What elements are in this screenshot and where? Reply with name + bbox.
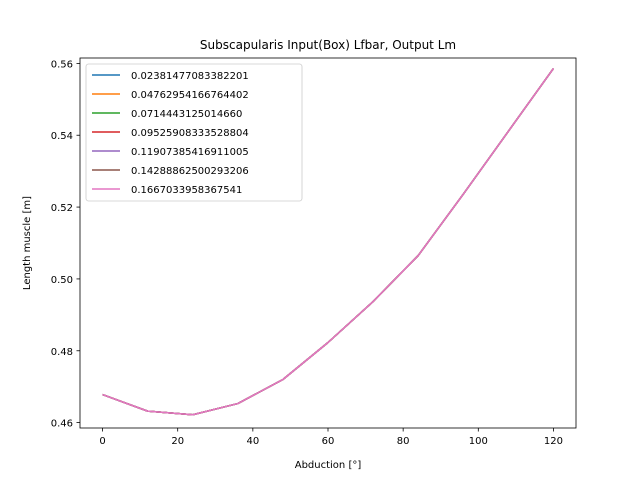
legend-label: 0.1667033958367541	[131, 185, 242, 196]
legend-label: 0.04762954166764402	[131, 90, 249, 101]
legend-label: 0.14288862500293206	[131, 166, 249, 177]
chart-title: Subscapularis Input(Box) Lfbar, Output L…	[200, 38, 456, 52]
plot-frame	[79, 57, 577, 429]
legend-label: 0.0714443125014660	[131, 109, 242, 120]
legend-label: 0.11907385416911005	[131, 147, 249, 158]
x-tick-label: 40	[246, 436, 259, 447]
y-tick-label: 0.50	[51, 275, 73, 286]
x-axis-ticks: 0 20 40 60 80 100 120	[99, 428, 563, 447]
series-line-7	[102, 67, 555, 416]
x-tick-label: 80	[397, 436, 410, 447]
x-tick-label: 60	[322, 436, 335, 447]
x-tick-label: 100	[469, 436, 488, 447]
y-tick-label: 0.46	[51, 419, 73, 430]
y-tick-label: 0.48	[51, 347, 73, 358]
series-lines	[102, 67, 555, 416]
x-tick-label: 0	[99, 436, 105, 447]
y-axis-ticks: 0.46 0.48 0.50 0.52 0.54 0.56	[51, 59, 80, 430]
x-axis-label: Abduction [°]	[295, 460, 362, 471]
x-tick-label: 20	[171, 436, 184, 447]
x-tick-label: 120	[544, 436, 563, 447]
y-tick-label: 0.56	[51, 59, 73, 70]
legend-label: 0.02381477083382201	[131, 71, 249, 82]
legend: 0.02381477083382201 0.04762954166764402 0.…	[85, 63, 303, 202]
y-tick-label: 0.54	[51, 131, 73, 142]
y-axis-label: Length muscle [m]	[22, 196, 33, 290]
legend-box	[85, 63, 303, 202]
legend-label: 0.09525908333528804	[131, 128, 249, 139]
y-tick-label: 0.52	[51, 203, 73, 214]
